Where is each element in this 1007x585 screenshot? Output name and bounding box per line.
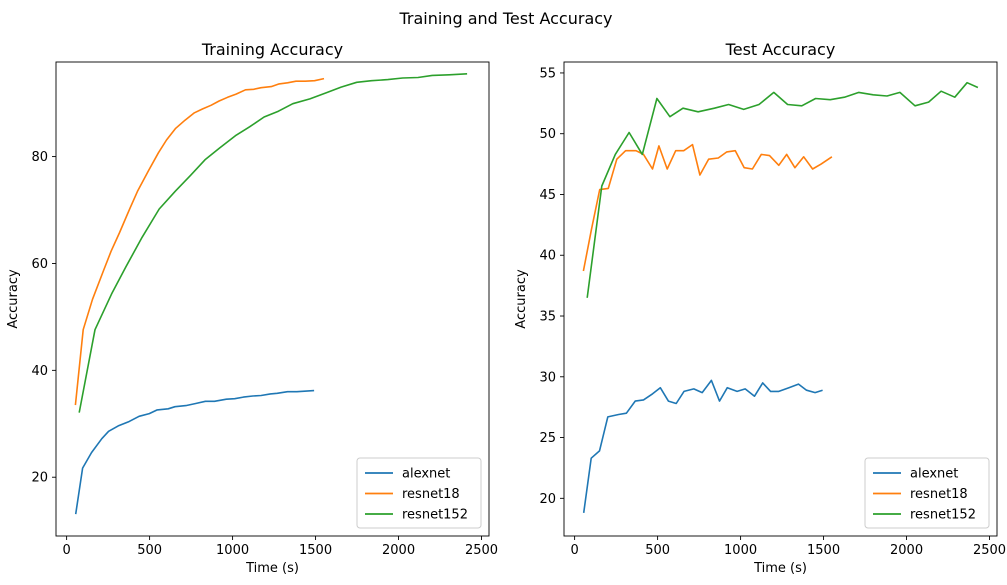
training-chart-title: Training Accuracy xyxy=(201,40,343,59)
training-legend-label-alexnet: alexnet xyxy=(402,467,450,482)
test-y-tick-label: 25 xyxy=(539,431,556,446)
test-axes-frame xyxy=(563,61,998,537)
test-x-axis-label: Time (s) xyxy=(753,561,807,576)
training-x-tick-label: 1000 xyxy=(216,543,249,558)
test-x-tick-label: 1500 xyxy=(807,543,840,558)
training-series-line-resnet152 xyxy=(78,73,468,413)
test-legend: alexnet resnet18 resnet152 xyxy=(864,457,990,529)
training-axes-frame xyxy=(55,61,490,537)
test-legend-label-resnet18: resnet18 xyxy=(910,487,968,502)
training-x-tick-label: 1500 xyxy=(299,543,332,558)
test-series-line-resnet18 xyxy=(582,143,833,272)
training-x-tick-label: 0 xyxy=(62,543,70,558)
training-y-tick-label: 60 xyxy=(31,257,48,272)
test-y-tick-label: 55 xyxy=(539,66,556,81)
test-y-tick-label: 40 xyxy=(539,249,556,264)
test-y-tick-label: 50 xyxy=(539,127,556,142)
training-legend-label-resnet18: resnet18 xyxy=(402,487,460,502)
training-legend-box xyxy=(356,457,482,529)
training-accuracy-axes: Training Accuracy 0 500 1000 1500 2000 2500 20 4… xyxy=(6,40,498,576)
test-x-tick-label: 0 xyxy=(570,543,578,558)
test-series-line-alexnet xyxy=(582,379,823,514)
training-series-line-alexnet xyxy=(74,389,315,515)
training-y-axis-label: Accuracy xyxy=(6,269,21,329)
training-legend-label-resnet152: resnet152 xyxy=(402,508,468,523)
test-y-tick-label: 35 xyxy=(539,310,556,325)
test-x-tick-label: 1000 xyxy=(724,543,757,558)
training-y-tick-label: 40 xyxy=(31,364,48,379)
training-x-tick-label: 2000 xyxy=(382,543,415,558)
training-x-axis-label: Time (s) xyxy=(245,561,299,576)
training-y-tick-label: 80 xyxy=(31,150,48,165)
training-x-tick-label: 2500 xyxy=(465,543,498,558)
test-legend-label-alexnet: alexnet xyxy=(910,467,958,482)
test-x-tick-label: 2000 xyxy=(890,543,923,558)
test-legend-label-resnet152: resnet152 xyxy=(910,508,976,523)
test-legend-box xyxy=(864,457,990,529)
figure-suptitle: Training and Test Accuracy xyxy=(398,9,612,28)
test-y-tick-label: 45 xyxy=(539,188,556,203)
test-chart-title: Test Accuracy xyxy=(725,40,836,59)
test-y-tick-label: 20 xyxy=(539,492,556,507)
test-y-tick-label: 30 xyxy=(539,370,556,385)
training-y-tick-label: 20 xyxy=(31,471,48,486)
training-x-tick-label: 500 xyxy=(137,543,162,558)
test-x-tick-label: 2500 xyxy=(973,543,1006,558)
test-x-tick-label: 500 xyxy=(645,543,670,558)
test-series-line-resnet152 xyxy=(586,81,979,298)
training-series-line-resnet18 xyxy=(74,77,325,406)
training-legend: alexnet resnet18 resnet152 xyxy=(356,457,482,529)
test-accuracy-axes: Test Accuracy 0 500 1000 1500 2000 2500 20 25 30 3… xyxy=(514,40,1006,576)
test-y-axis-label: Accuracy xyxy=(514,269,529,329)
